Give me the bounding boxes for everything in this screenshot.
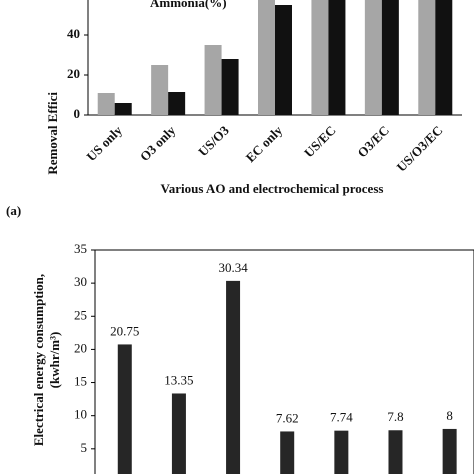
x-tick-label: US/EC — [301, 123, 339, 161]
x-tick-label: US/O3/EC — [394, 123, 446, 175]
x-axis-label: Various AO and electrochemical process — [161, 181, 384, 196]
x-tick-label: US/O3 — [195, 122, 232, 159]
y-tick-label: 0 — [74, 106, 81, 121]
bar — [97, 93, 115, 115]
y-axis-label: Electrical energy consumption, — [31, 274, 46, 446]
value-label: 8 — [446, 408, 453, 423]
bar — [221, 59, 239, 115]
value-label: 30.34 — [218, 260, 248, 275]
panel-label: (a) — [6, 203, 21, 218]
y-tick-label: 15 — [74, 374, 87, 389]
bar — [151, 65, 169, 115]
value-label: 7.8 — [387, 409, 403, 424]
bar — [204, 45, 222, 115]
bar — [334, 430, 349, 474]
bar — [280, 431, 295, 474]
bar — [418, 0, 436, 115]
value-label: 13.35 — [164, 372, 193, 387]
value-label: 7.74 — [330, 410, 353, 425]
bar — [275, 5, 292, 115]
bar — [171, 393, 186, 474]
bar — [364, 0, 382, 115]
bar — [117, 344, 132, 474]
plot-frame — [94, 249, 474, 474]
x-tick-label: EC only — [243, 122, 286, 165]
x-tick-label: US only — [83, 122, 125, 164]
legend-text: Ammonia(%) — [150, 0, 227, 10]
bar — [381, 0, 399, 115]
y-tick-label: 20 — [67, 66, 80, 81]
bar — [388, 430, 403, 474]
x-tick-label: O3 only — [137, 122, 179, 164]
x-tick-label: O3/EC — [354, 123, 392, 161]
bar — [328, 0, 346, 115]
y-axis-label: Removal Effici — [45, 92, 60, 175]
bar — [168, 92, 186, 115]
y-tick-label: 30 — [74, 274, 87, 289]
bars — [97, 0, 453, 115]
bar — [114, 103, 132, 115]
value-label: 7.62 — [276, 410, 299, 425]
y-tick-label: 10 — [74, 407, 87, 422]
y-tick-label: 25 — [74, 307, 87, 322]
bar — [258, 0, 275, 115]
bar — [311, 0, 329, 115]
y-tick-label: 40 — [67, 26, 80, 41]
y-tick-label: 5 — [81, 440, 88, 455]
bar — [435, 0, 453, 115]
bar — [442, 428, 457, 474]
y-tick-label: 20 — [74, 340, 87, 355]
y-tick-label: 35 — [74, 241, 87, 256]
y-axis-label: (kwhr/m³) — [47, 332, 62, 389]
bar — [226, 280, 241, 474]
value-label: 20.75 — [110, 323, 139, 338]
